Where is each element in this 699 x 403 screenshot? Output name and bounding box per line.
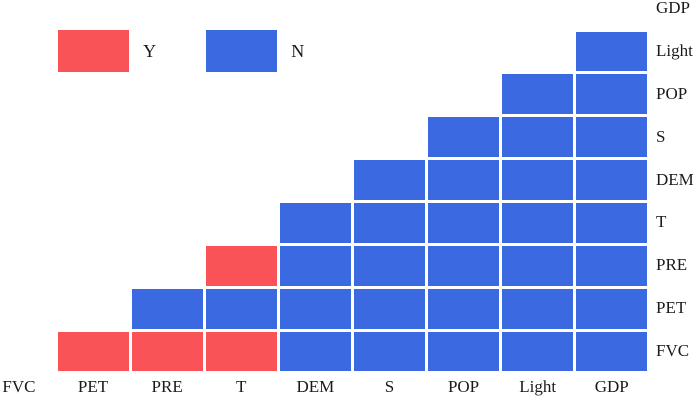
matrix-cell-DEM-S [353,160,425,200]
matrix-cell-T-S [353,202,425,243]
matrix-cell-FVC-Light [502,331,574,372]
x-axis-label-PRE: PRE [151,377,183,396]
matrix-cell-PET-PRE [131,288,203,329]
y-axis-label-POP: POP [656,83,688,103]
y-axis-label-T: T [656,212,667,232]
y-axis-label-DEM: DEM [656,169,694,189]
matrix-cell-FVC-POP [428,331,500,372]
matrix-cell-FVC-S [353,331,425,372]
x-axis-label-PET: PET [77,377,109,396]
matrix-cell-S-POP [428,117,500,158]
x-axis-label-T: T [236,377,247,396]
matrix-cell-FVC-PET [57,331,129,372]
legend-no-swatch [205,30,277,72]
matrix-cell-FVC-DEM [279,331,351,372]
y-axis-label-S: S [656,126,666,146]
matrix-cell-PRE-POP [428,245,500,286]
matrix-cell-FVC-T [205,331,277,372]
matrix-cell-PET-DEM [279,288,351,329]
matrix-cell-DEM-Light [502,160,574,200]
matrix-cell-POP-GDP [576,74,648,115]
matrix-cell-DEM-GDP [576,160,648,200]
matrix-cell-PRE-T [205,245,277,286]
matrix-cell-PET-POP [428,288,500,329]
matrix-cell-PRE-DEM [279,245,351,286]
matrix-cell-T-GDP [576,202,648,243]
matrix-cell-FVC-GDP [576,331,648,372]
matrix-cell-Light-GDP [576,31,648,72]
matrix-cell-T-DEM [279,202,351,243]
matrix-cell-POP-Light [502,74,574,115]
y-axis-label-GDP: GDP [656,0,691,18]
matrix-cell-PRE-GDP [576,245,648,286]
matrix-cell-FVC-PRE [131,331,203,372]
legend-no-label: N [291,41,305,61]
matrix-cell-PRE-Light [502,245,574,286]
y-axis-label-FVC: FVC [656,341,690,361]
matrix-cell-DEM-POP [428,160,500,200]
matrix-cell-S-GDP [576,117,648,158]
y-axis-label-PRE: PRE [656,255,688,275]
x-axis-label-POP: POP [447,377,480,396]
x-axis-label-FVC: FVC [2,377,36,396]
y-axis-label-Light: Light [656,41,693,60]
matrix-cell-PET-T [205,288,277,329]
x-axis-label-Light: Light [519,377,557,396]
matrix-cell-T-Light [502,202,574,243]
matrix-cell-T-POP [428,202,500,243]
legend-yes-swatch [57,30,129,72]
matrix-cell-PET-Light [502,288,574,329]
x-axis-label-GDP: GDP [594,377,629,396]
matrix-cell-PET-S [353,288,425,329]
x-axis-label-DEM: DEM [296,377,335,396]
legend-yes-label: Y [143,41,157,61]
x-axis-label-S: S [384,377,395,396]
matrix-cell-PET-GDP [576,288,648,329]
matrix-cell-S-Light [502,117,574,158]
y-axis-label-PET: PET [656,298,687,318]
matrix-cell-PRE-S [353,245,425,286]
